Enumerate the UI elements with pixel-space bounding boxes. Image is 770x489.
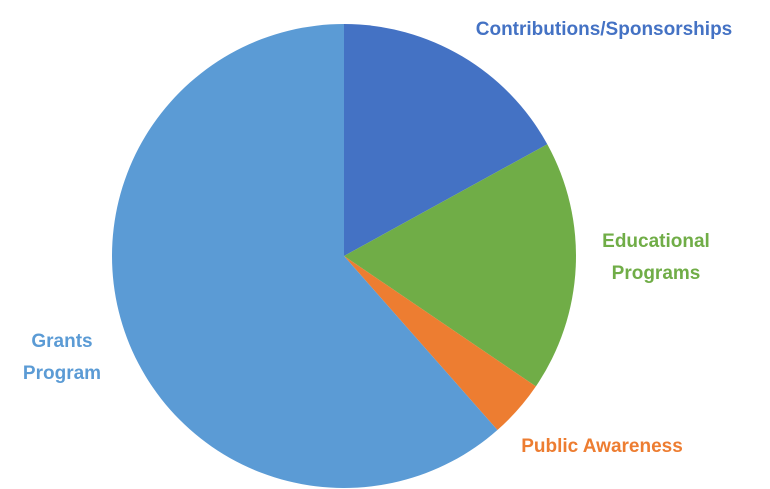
- pie-slice-public-awareness: [344, 256, 536, 431]
- pie-slices: [112, 24, 576, 488]
- slice-label-line: Programs: [612, 263, 701, 284]
- pie-slice-grants-program: [112, 24, 498, 488]
- slice-label-grants-program: Grants Program: [23, 331, 101, 384]
- pie-labels: Contributions/Sponsorships Educational Pro…: [23, 19, 732, 457]
- pie-slice-educational-programs: [344, 144, 576, 387]
- slice-label-line: Public Awareness: [521, 436, 683, 457]
- pie-slice-contributions-sponsorships: [344, 24, 548, 256]
- slice-label-line: Educational: [602, 231, 710, 252]
- slice-label-educational-programs: Educational Programs: [602, 231, 710, 284]
- slice-label-public-awareness: Public Awareness: [521, 436, 683, 457]
- slice-label-contributions-sponsorships: Contributions/Sponsorships: [476, 19, 733, 40]
- slice-label-line: Grants: [31, 331, 92, 352]
- slice-label-line: Program: [23, 363, 101, 384]
- slice-label-line: Contributions/Sponsorships: [476, 19, 733, 40]
